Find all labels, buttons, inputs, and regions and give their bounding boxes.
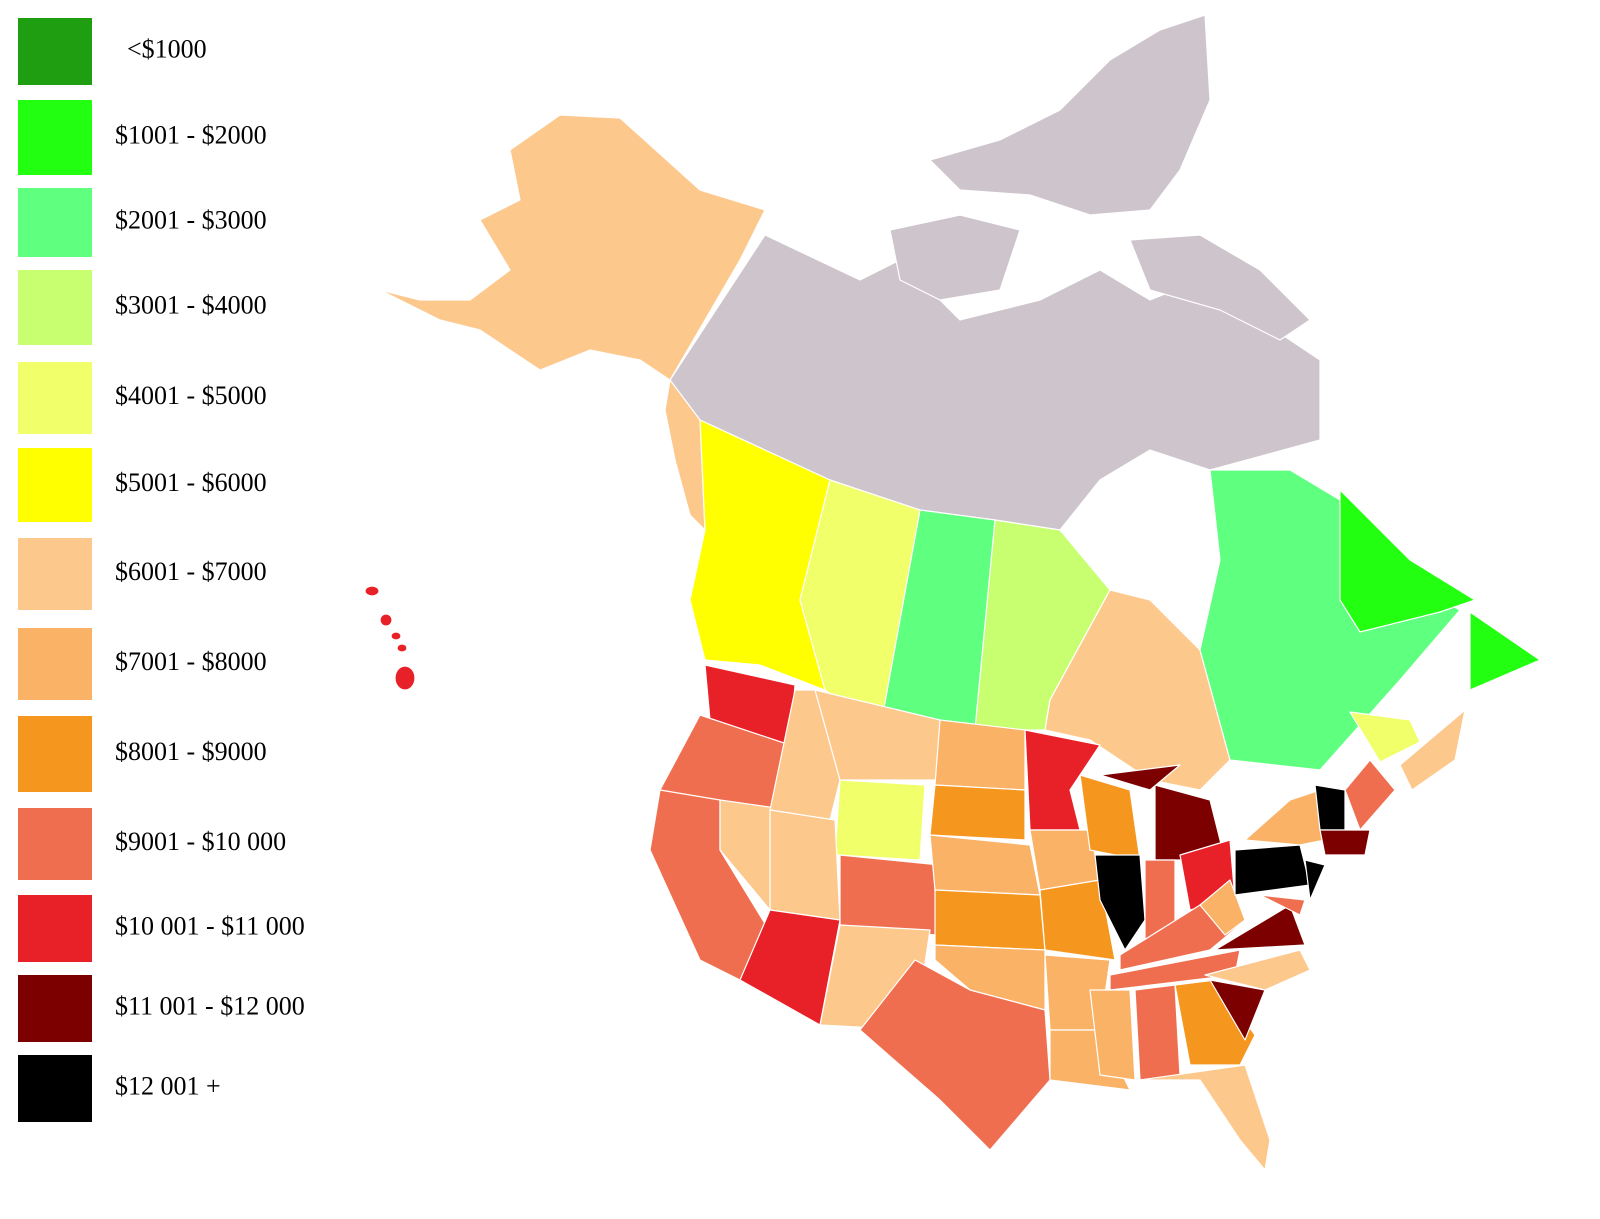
region bbox=[1204, 949, 1311, 991]
legend-label: $3001 - $4000 bbox=[115, 290, 267, 319]
region bbox=[1094, 854, 1146, 951]
legend-label: <$1000 bbox=[127, 34, 207, 63]
region bbox=[1244, 789, 1326, 846]
region bbox=[1349, 711, 1421, 763]
region bbox=[379, 114, 766, 381]
region bbox=[934, 889, 1046, 951]
region bbox=[1304, 859, 1326, 901]
region bbox=[929, 834, 1041, 896]
legend-label: $4001 - $5000 bbox=[115, 381, 267, 410]
region bbox=[1209, 979, 1266, 1041]
legend-label: $9001 - $10 000 bbox=[115, 827, 286, 856]
region bbox=[859, 959, 1051, 1151]
region bbox=[390, 631, 402, 641]
map-regions bbox=[364, 14, 1541, 1171]
region bbox=[1199, 469, 1461, 771]
region bbox=[1139, 1064, 1271, 1171]
legend-swatch bbox=[18, 628, 92, 700]
region bbox=[1039, 879, 1116, 961]
region bbox=[1174, 979, 1256, 1066]
legend-swatch bbox=[18, 975, 92, 1042]
legend-label: $8001 - $9000 bbox=[115, 737, 267, 766]
legend-swatch bbox=[18, 895, 92, 962]
region bbox=[1319, 829, 1371, 856]
legend-swatch bbox=[18, 808, 92, 880]
region bbox=[379, 613, 393, 627]
legend-label: $2001 - $3000 bbox=[115, 205, 267, 234]
legend-swatch bbox=[18, 448, 92, 522]
region bbox=[769, 809, 841, 921]
region bbox=[839, 854, 941, 936]
legend-label: $11 001 - $12 000 bbox=[115, 991, 305, 1020]
legend-label: $12 001 + bbox=[115, 1071, 221, 1100]
region bbox=[934, 719, 1026, 791]
region bbox=[889, 214, 1021, 301]
region bbox=[929, 784, 1026, 841]
legend-swatch bbox=[18, 100, 92, 175]
region bbox=[1099, 764, 1181, 791]
legend-swatch bbox=[18, 18, 92, 85]
legend-swatch bbox=[18, 1055, 92, 1122]
legend-swatch bbox=[18, 362, 92, 434]
region bbox=[1214, 904, 1306, 951]
legend-label: $7001 - $8000 bbox=[115, 647, 267, 676]
region bbox=[1134, 984, 1181, 1081]
legend-label: $10 001 - $11 000 bbox=[115, 911, 305, 940]
legend-swatch bbox=[18, 538, 92, 610]
legend: <$1000 $1001 - $2000 $2001 - $3000 $3001 - … bbox=[18, 18, 305, 1122]
region bbox=[1234, 844, 1311, 896]
region bbox=[396, 643, 408, 653]
legend-label: $5001 - $6000 bbox=[115, 468, 267, 497]
legend-label: $6001 - $7000 bbox=[115, 557, 267, 586]
legend-label: $1001 - $2000 bbox=[115, 120, 267, 149]
region bbox=[1344, 759, 1396, 831]
region bbox=[1469, 611, 1541, 691]
region bbox=[834, 779, 926, 861]
legend-swatch bbox=[18, 716, 92, 792]
region bbox=[1089, 989, 1136, 1081]
region bbox=[1024, 729, 1101, 831]
region bbox=[364, 585, 380, 597]
region bbox=[1129, 234, 1311, 341]
region bbox=[1044, 589, 1231, 791]
region bbox=[928, 14, 1211, 216]
legend-swatch bbox=[18, 270, 92, 345]
legend-swatch bbox=[18, 188, 92, 257]
region bbox=[1259, 894, 1306, 916]
region bbox=[1119, 904, 1241, 971]
region bbox=[1314, 784, 1346, 831]
region bbox=[769, 689, 841, 821]
region bbox=[1339, 489, 1476, 633]
region bbox=[394, 665, 416, 691]
region bbox=[1199, 879, 1246, 936]
region bbox=[1399, 709, 1466, 791]
